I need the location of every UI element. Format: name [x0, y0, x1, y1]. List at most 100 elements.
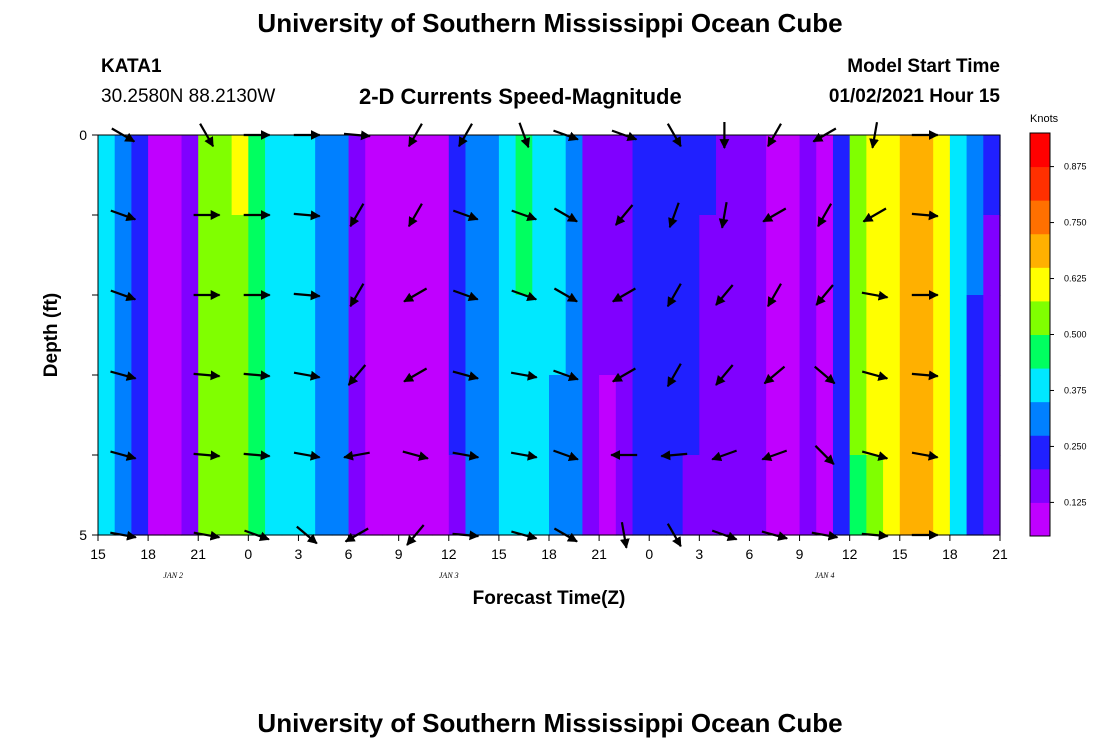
- heatmap-cell: [582, 455, 600, 536]
- current-vector: [243, 450, 271, 461]
- x-tick-label: 0: [244, 546, 252, 562]
- heatmap-cell: [766, 135, 784, 216]
- heatmap-cell: [198, 295, 216, 376]
- current-vector: [193, 370, 221, 381]
- heatmap-cell: [365, 375, 383, 456]
- heatmap-cell: [315, 375, 333, 456]
- current-vector: [347, 364, 367, 386]
- heatmap-cell: [231, 295, 249, 376]
- x-tick-label: 21: [992, 546, 1008, 562]
- heatmap-cell: [766, 375, 784, 456]
- x-tick-label: 15: [892, 546, 908, 562]
- heatmap-cell: [532, 295, 550, 376]
- heatmap-cell: [782, 215, 801, 296]
- chart-subtitle: 2-D Currents Speed-Magnitude: [359, 84, 682, 109]
- current-vector: [715, 364, 734, 386]
- current-vector: [763, 365, 786, 385]
- current-vector: [452, 450, 480, 461]
- current-vector: [762, 207, 787, 223]
- colorbar: 0.125 0.250 0.375 0.500 0.625 0.750 0.875: [1029, 132, 1087, 537]
- x-axis: 15 18 21 0 3 6 9 12 15 18 21 0 3 6 9 12 15 18 21 JAN 2 JAN 3…: [90, 534, 1008, 580]
- heatmap-cell: [298, 295, 316, 376]
- x-tick-label: 18: [541, 546, 557, 562]
- heatmap-cell: [98, 135, 116, 216]
- heatmap-cell: [298, 215, 316, 296]
- heatmap-cell: [799, 295, 817, 376]
- heatmap-cell: [716, 375, 734, 456]
- heatmap-cell: [766, 455, 784, 536]
- heatmap-cell: [966, 455, 984, 536]
- heatmap-cell: [164, 455, 183, 536]
- heatmap-cell: [465, 135, 483, 216]
- heatmap-cell: [565, 135, 583, 216]
- heatmap-cell: [949, 135, 968, 216]
- heatmap-cell: [582, 375, 600, 456]
- heatmap-cell: [515, 215, 533, 296]
- colorbar-swatch: [1030, 502, 1050, 537]
- current-vector: [813, 365, 836, 385]
- heatmap-cell: [265, 135, 283, 216]
- current-vector: [666, 363, 682, 388]
- heatmap-cell: [682, 375, 700, 456]
- heatmap-cell: [248, 215, 266, 296]
- heatmap-cell: [214, 295, 233, 376]
- heatmap-cell: [532, 135, 550, 216]
- heatmap-cell: [498, 295, 517, 376]
- model-start-label: Model Start Time: [847, 56, 1000, 77]
- heatmap-cell: [983, 295, 1001, 376]
- heatmap-cell: [816, 215, 834, 296]
- date-label: JAN 2: [163, 571, 183, 580]
- heatmap-cell: [114, 135, 132, 216]
- heatmap-cell: [381, 455, 400, 536]
- heatmap-cell: [482, 215, 500, 296]
- heatmap-cell: [565, 295, 583, 376]
- heatmap-cell: [899, 215, 918, 296]
- heatmap-cell: [782, 375, 801, 456]
- heatmap-cell: [198, 455, 216, 536]
- x-tick-label: 18: [942, 546, 958, 562]
- heatmap-cell: [983, 135, 1001, 216]
- y-axis-title: Depth (ft): [41, 293, 62, 377]
- heatmap-cell: [966, 295, 984, 376]
- heatmap-cell: [131, 375, 149, 456]
- heatmap-cell: [398, 135, 416, 216]
- current-vector: [911, 210, 939, 221]
- heatmap-cell: [649, 375, 667, 456]
- current-vector: [553, 287, 578, 303]
- heatmap-cell: [281, 375, 300, 456]
- current-vector: [510, 370, 538, 381]
- current-vector: [553, 369, 579, 382]
- x-tick-label: 15: [491, 546, 507, 562]
- current-vector: [553, 449, 579, 462]
- heatmap-cell: [732, 295, 751, 376]
- heatmap-cell: [532, 455, 550, 536]
- y-tick-label: 0: [79, 127, 87, 143]
- heatmap-cell: [782, 295, 801, 376]
- heatmap-cell: [114, 215, 132, 296]
- heatmap-cell: [899, 135, 918, 216]
- heatmap-cell: [565, 455, 583, 536]
- heatmap-cell: [315, 295, 333, 376]
- heatmap-cell: [315, 135, 333, 216]
- heatmap-cell: [415, 295, 433, 376]
- current-vector: [193, 450, 221, 461]
- current-vector: [511, 289, 538, 302]
- heatmap-cell: [131, 455, 149, 536]
- current-vector: [862, 207, 887, 223]
- x-tick-label: 0: [645, 546, 653, 562]
- current-vector: [668, 202, 680, 229]
- date-label: JAN 4: [815, 571, 835, 580]
- heatmap-cell: [832, 455, 851, 536]
- heatmap-cell: [615, 295, 634, 376]
- heatmap-cell: [832, 375, 851, 456]
- current-vector: [767, 283, 782, 308]
- heatmap-cell: [665, 455, 684, 536]
- heatmap-cell: [665, 295, 684, 376]
- heatmap-cell: [582, 295, 600, 376]
- heatmap-cell: [816, 295, 834, 376]
- heatmap-cell: [265, 375, 283, 456]
- current-vector: [349, 203, 365, 228]
- colorbar-tick-label: 0.250: [1064, 441, 1087, 451]
- current-vector: [452, 289, 479, 302]
- heatmap-cell: [799, 135, 817, 216]
